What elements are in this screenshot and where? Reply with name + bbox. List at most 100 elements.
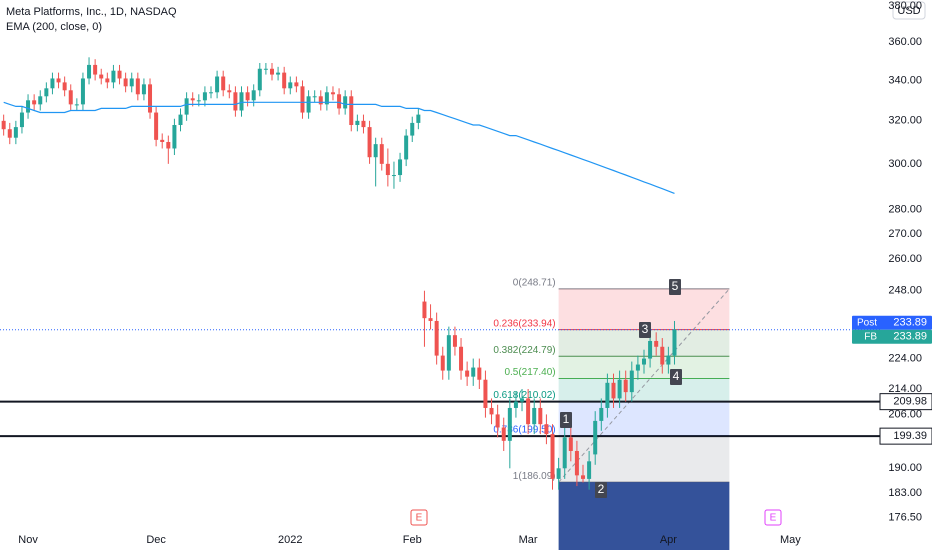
candle-body [599, 407, 604, 421]
candle-body [282, 72, 287, 89]
candle-body [526, 398, 531, 425]
candle-body [660, 346, 665, 365]
earnings-label[interactable]: E [770, 513, 777, 524]
candle-body [190, 98, 195, 101]
candle-body [135, 78, 140, 95]
x-tick-label: 2022 [278, 534, 302, 546]
candle-body [452, 335, 457, 347]
candle-body [62, 82, 67, 91]
candle-body [641, 358, 646, 365]
candle-body [318, 96, 323, 105]
fib-label: 1(186.09) [513, 471, 556, 482]
candle-body [574, 450, 579, 476]
candle-body [434, 320, 439, 356]
wave-badge [595, 482, 607, 498]
candle-body [26, 100, 31, 113]
candle-body [117, 70, 122, 79]
candle-body [13, 127, 18, 138]
candle-body [93, 64, 98, 75]
y-tick-label: 320.00 [888, 115, 922, 127]
candle-body [629, 370, 634, 393]
y-tick-label: 340.00 [888, 74, 922, 86]
candle-body [361, 120, 366, 128]
candle-body [294, 82, 299, 87]
candle-body [428, 318, 433, 321]
wave-label: 1 [563, 412, 570, 426]
candle-body [196, 100, 201, 102]
y-tick-label: 300.00 [888, 158, 922, 170]
price-label-name: FB [864, 331, 877, 342]
candle-body [215, 76, 220, 93]
price-label-name: Post [857, 317, 877, 328]
x-tick-label: Nov [18, 534, 38, 546]
y-tick-label: 260.00 [888, 253, 922, 265]
candle-body [367, 127, 372, 158]
candle-body [330, 92, 335, 95]
axis-price-box [879, 393, 932, 411]
candle-body [562, 437, 567, 469]
y-tick-label: 360.00 [888, 36, 922, 48]
candle-body [611, 382, 616, 399]
candle-body [471, 367, 476, 377]
candle-body [459, 346, 464, 371]
y-tick-label: 183.00 [888, 487, 922, 499]
fib-zone [558, 378, 730, 402]
candle-body [245, 92, 250, 101]
fib-label: 0(248.71) [513, 277, 556, 288]
candle-body [99, 74, 104, 79]
candle-body [263, 68, 268, 70]
candle-body [483, 379, 488, 408]
x-tick-label: Mar [519, 534, 538, 546]
candle-body [581, 475, 586, 479]
candle-body [44, 88, 49, 97]
x-tick-label: May [780, 534, 801, 546]
candle-body [141, 84, 146, 95]
earnings-marker[interactable] [410, 509, 428, 526]
indicator-label: EMA (200, close, 0) [6, 21, 102, 33]
candle-body [257, 68, 262, 91]
candle-body [654, 340, 659, 347]
fib-label: 0.5(217.40) [504, 367, 555, 378]
candle-body [355, 120, 360, 126]
wave-label: 4 [673, 369, 680, 383]
candle-body [465, 370, 470, 377]
candle-body [312, 96, 317, 98]
candle-body [416, 114, 421, 123]
fib-label: 0.236(233.94) [493, 318, 555, 329]
candle-body [556, 468, 561, 479]
y-tick-label: 214.00 [888, 383, 922, 395]
candle-body [154, 112, 159, 140]
candle-body [32, 100, 37, 105]
wave-badge [670, 369, 682, 385]
candle-body [178, 114, 183, 126]
candle-body [68, 90, 73, 105]
wave-label: 2 [598, 482, 605, 496]
candle-body [184, 98, 189, 115]
currency-label[interactable]: USD [897, 5, 920, 17]
candle-body [587, 461, 592, 479]
candle-body [404, 135, 409, 160]
candle-body [550, 434, 555, 479]
wave-label: 5 [672, 279, 679, 293]
candle-body [532, 407, 537, 425]
wave-badge [639, 322, 651, 338]
y-tick-label: 280.00 [888, 204, 922, 216]
candle-body [520, 398, 525, 402]
currency-button[interactable] [892, 1, 926, 20]
candle-body [666, 355, 671, 365]
candle-body [391, 175, 396, 177]
price-label-box [852, 315, 932, 330]
fib-zone [558, 401, 730, 436]
y-tick-label: 224.00 [888, 352, 922, 364]
candle-body [7, 129, 12, 138]
y-tick-label: 270.00 [888, 228, 922, 240]
candle-body [74, 104, 79, 106]
candle-body [440, 355, 445, 371]
candle-body [160, 139, 165, 142]
candle-body [221, 76, 226, 91]
candle-body [251, 90, 256, 101]
candle-body [593, 420, 598, 455]
earnings-marker[interactable] [764, 509, 782, 526]
earnings-label[interactable]: E [416, 513, 423, 524]
